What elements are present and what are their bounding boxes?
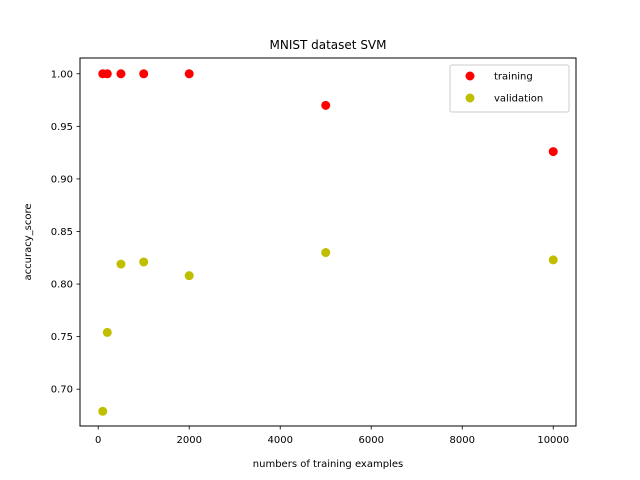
data-point-training [139,69,149,79]
legend-label-training: training [494,72,533,83]
x-axis: 0 2000 4000 6000 8000 10000 [95,426,569,446]
x-tick-label: 2000 [176,435,201,446]
y-tick-label: 1.00 [51,69,73,80]
data-point-validation [102,327,112,337]
data-point-validation [321,248,331,258]
data-point-training [548,147,558,157]
x-tick-label: 6000 [359,435,384,446]
data-point-validation [116,259,126,269]
x-tick-label: 8000 [450,435,475,446]
data-point-training [116,69,126,79]
legend-marker-training [465,71,475,81]
x-tick-label: 0 [95,435,101,446]
data-point-training [184,69,194,79]
series-validation [98,248,558,416]
y-axis: 0.70 0.75 0.80 0.85 0.90 0.95 1.00 [51,69,80,396]
legend-frame [449,64,570,113]
legend-marker-validation [465,93,475,103]
data-point-training [321,100,331,110]
plot-area [98,69,558,416]
x-tick-label: 10000 [537,435,569,446]
y-axis-label: accuracy_score [23,204,34,281]
legend-label-validation: validation [494,94,543,105]
data-point-validation [139,257,149,267]
legend: training validation [449,64,570,113]
data-point-training [102,69,112,79]
x-tick-label: 4000 [267,435,292,446]
series-training [98,69,558,157]
x-axis-label: numbers of training examples [253,459,403,470]
plot-frame [79,57,577,427]
y-tick-label: 0.85 [51,227,73,238]
y-tick-label: 0.70 [51,385,73,396]
y-tick-label: 0.80 [51,280,73,291]
chart-title: MNIST dataset SVM [270,38,387,52]
y-tick-label: 0.95 [51,122,73,133]
data-point-validation [548,255,558,265]
data-point-validation [98,406,108,416]
y-tick-label: 0.75 [51,332,73,343]
data-point-validation [184,271,194,281]
y-tick-label: 0.90 [51,174,73,185]
